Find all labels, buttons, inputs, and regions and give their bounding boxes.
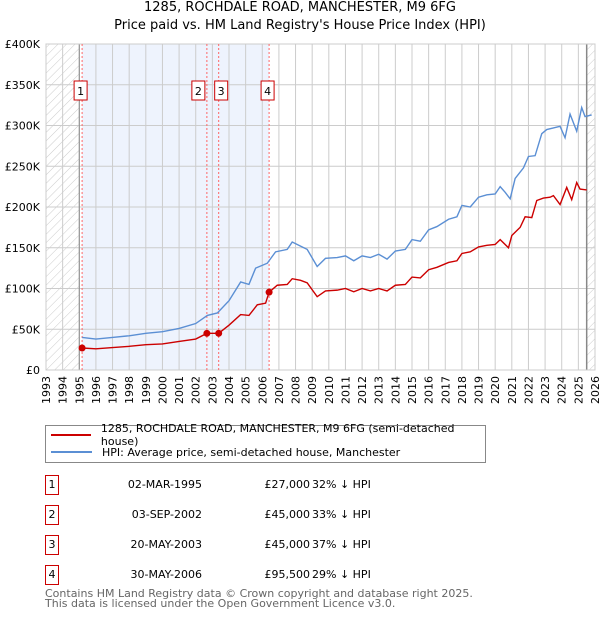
x-tick-label: 2009	[306, 376, 319, 404]
x-tick-label: 2024	[556, 376, 569, 404]
x-tick-label: 2010	[323, 376, 336, 404]
price-paid-line	[82, 180, 587, 350]
y-tick-label: £50K	[12, 323, 41, 336]
transaction-row: 1 02-MAR-1995 £27,000 32% ↓ HPI	[45, 475, 465, 495]
transaction-hpi-diff: 32% ↓ HPI	[312, 478, 371, 491]
x-tick-label: 2022	[522, 376, 535, 404]
x-tick-label: 2026	[589, 376, 600, 404]
legend-label: 1285, ROCHDALE ROAD, MANCHESTER, M9 6FG …	[100, 422, 455, 448]
hpi-line	[82, 105, 592, 340]
transaction-label: 2	[195, 85, 202, 98]
legend-item-property: 1285, ROCHDALE ROAD, MANCHESTER, M9 6FG …	[46, 422, 485, 448]
y-tick-label: £250K	[5, 160, 41, 173]
footer-line: This data is licensed under the Open Gov…	[45, 597, 396, 610]
transaction-label-box	[191, 80, 206, 101]
x-tick-label: 1995	[73, 376, 86, 404]
transaction-row: 3 20-MAY-2003 £45,000 37% ↓ HPI	[45, 535, 465, 555]
transaction-hpi-diff: 33% ↓ HPI	[312, 508, 371, 521]
transaction-marker: 4	[45, 565, 59, 585]
x-tick-label: 2021	[506, 376, 519, 404]
transaction-label: 1	[77, 85, 84, 98]
transaction-date: 30-MAY-2006	[130, 568, 202, 581]
x-tick-label: 1997	[107, 376, 120, 404]
x-tick-label: 1994	[57, 376, 70, 404]
transaction-price: £27,000	[264, 478, 311, 491]
legend-swatch	[51, 434, 91, 436]
y-tick-label: £350K	[5, 79, 41, 92]
footer-line: Contains HM Land Registry data © Crown c…	[45, 587, 473, 600]
transaction-point	[215, 329, 223, 337]
transaction-price: £95,500	[264, 568, 311, 581]
legend: 1285, ROCHDALE ROAD, MANCHESTER, M9 6FG …	[45, 422, 486, 463]
x-tick-label: 2005	[240, 376, 253, 404]
legend-item-hpi: HPI: Average price, semi-detached house,…	[46, 444, 400, 460]
line-chart: 1993 1994 1995 1996 1997 1998 1999 2000 2001 2002…	[5, 38, 600, 404]
transaction-date: 20-MAY-2003	[130, 538, 202, 551]
transaction-label: 4	[264, 85, 271, 98]
chart-subtitle: Price paid vs. HM Land Registry's House …	[114, 18, 486, 33]
transaction-date: 03-SEP-2002	[131, 508, 202, 521]
transaction-point	[203, 329, 211, 337]
transaction-hpi-diff: 37% ↓ HPI	[312, 538, 371, 551]
transaction-marker: 2	[45, 505, 59, 525]
transaction-date: 02-MAR-1995	[127, 478, 202, 491]
transaction-marker: 3	[45, 535, 59, 555]
transaction-label-box	[260, 80, 275, 101]
transaction-row: 4 30-MAY-2006 £95,500 29% ↓ HPI	[45, 565, 465, 585]
x-tick-label: 2012	[356, 376, 369, 404]
chart-title: 1285, ROCHDALE ROAD, MANCHESTER, M9 6FG	[144, 0, 456, 15]
x-tick-label: 2016	[423, 376, 436, 404]
y-tick-label: £100K	[5, 283, 41, 296]
plot-frame	[45, 43, 596, 371]
x-tick-label: 2000	[156, 376, 169, 404]
x-tick-label: 2018	[456, 376, 469, 404]
x-tick-label: 1999	[140, 376, 153, 404]
x-tick-label: 2013	[373, 376, 386, 404]
transaction-price: £45,000	[264, 508, 311, 521]
transaction-marker: 1	[45, 475, 59, 495]
transaction-label: 3	[218, 85, 225, 98]
x-tick-label: 1998	[123, 376, 136, 404]
transaction-point	[265, 288, 273, 296]
footer: Contains HM Land Registry data © Crown c…	[45, 587, 473, 610]
x-tick-label: 2003	[206, 376, 219, 404]
x-tick-label: 2025	[572, 376, 585, 404]
x-tick-label: 1996	[90, 376, 103, 404]
x-tick-label: 1993	[40, 376, 53, 404]
transaction-label-box	[214, 80, 229, 101]
transaction-hpi-diff: 29% ↓ HPI	[312, 568, 371, 581]
y-tick-label: £300K	[5, 120, 41, 133]
y-tick-label: £0	[26, 364, 40, 377]
x-tick-label: 2023	[539, 376, 552, 404]
y-tick-label: £200K	[5, 201, 41, 214]
transaction-label-box	[73, 80, 88, 101]
x-tick-label: 2008	[290, 376, 303, 404]
legend-swatch	[51, 451, 92, 453]
x-tick-label: 2019	[473, 376, 486, 404]
x-tick-label: 2014	[389, 376, 402, 404]
y-tick-label: £150K	[5, 242, 41, 255]
legend-label: HPI: Average price, semi-detached house,…	[102, 445, 401, 459]
x-tick-label: 2015	[406, 376, 419, 404]
transaction-price: £45,000	[264, 538, 311, 551]
y-tick-label: £400K	[5, 38, 41, 51]
x-tick-label: 2006	[256, 376, 269, 404]
x-tick-label: 2011	[339, 376, 352, 404]
x-tick-label: 2002	[190, 376, 203, 404]
x-tick-label: 2001	[173, 376, 186, 404]
x-tick-label: 2020	[489, 376, 502, 404]
x-tick-label: 2004	[223, 376, 236, 404]
transaction-point	[78, 344, 86, 352]
x-tick-label: 2007	[273, 376, 286, 404]
x-tick-label: 2017	[439, 376, 452, 404]
transaction-row: 2 03-SEP-2002 £45,000 33% ↓ HPI	[45, 505, 465, 525]
